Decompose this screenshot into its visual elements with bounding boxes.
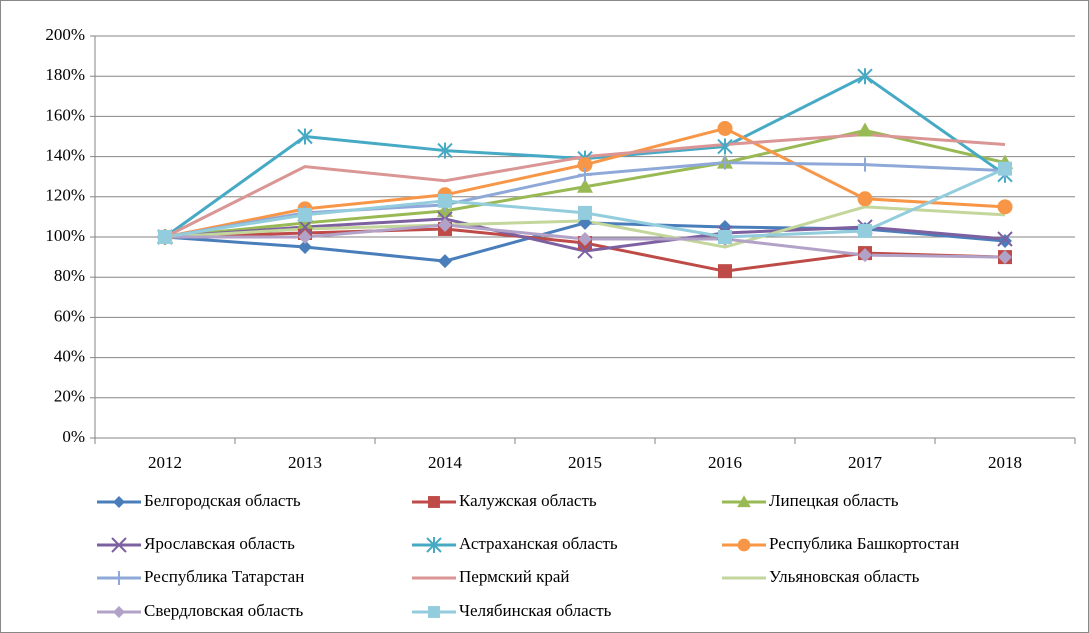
- marker: [718, 155, 732, 170]
- legend-label: Пермский край: [459, 567, 569, 586]
- marker: [438, 254, 452, 269]
- marker: [438, 193, 452, 208]
- marker: [428, 606, 440, 618]
- marker: [717, 120, 733, 136]
- y-tick-label: 40%: [54, 347, 85, 366]
- legend-label: Челябинская область: [459, 601, 612, 620]
- y-tick-label: 0%: [62, 427, 85, 446]
- x-tick-label: 2018: [988, 453, 1022, 472]
- marker: [997, 231, 1013, 247]
- marker: [578, 232, 592, 247]
- marker: [158, 230, 172, 244]
- y-tick-label: 160%: [45, 105, 85, 124]
- marker: [437, 142, 453, 159]
- marker: [998, 234, 1012, 249]
- marker: [426, 537, 442, 553]
- marker: [997, 199, 1013, 215]
- y-tick-label: 140%: [45, 146, 85, 165]
- legend-label: Свердловская область: [144, 601, 304, 620]
- x-tick-label: 2015: [568, 453, 602, 472]
- marker: [428, 496, 440, 508]
- marker: [718, 264, 732, 279]
- legend-label: Липецкая область: [769, 491, 899, 510]
- marker: [577, 178, 593, 193]
- marker: [297, 128, 313, 145]
- marker: [737, 495, 751, 508]
- marker: [858, 223, 872, 238]
- legend-label: Белгородская область: [144, 491, 301, 510]
- marker: [111, 537, 127, 553]
- y-tick-label: 200%: [45, 25, 85, 44]
- marker: [718, 230, 732, 244]
- marker: [578, 205, 592, 220]
- marker: [298, 207, 312, 222]
- marker: [857, 122, 873, 137]
- marker: [297, 214, 313, 229]
- marker: [113, 496, 125, 508]
- x-tick-label: 2013: [288, 453, 322, 472]
- marker: [298, 240, 312, 255]
- y-tick-label: 20%: [54, 387, 85, 406]
- marker: [998, 250, 1012, 265]
- y-tick-label: 60%: [54, 306, 85, 325]
- x-tick-label: 2017: [848, 453, 883, 472]
- legend-label: Калужская область: [459, 491, 597, 510]
- marker: [578, 167, 592, 182]
- legend-label: Ульяновская область: [769, 567, 920, 586]
- y-tick-label: 120%: [45, 186, 85, 205]
- marker: [858, 248, 872, 263]
- legend-label: Ярославская область: [144, 534, 295, 553]
- y-tick-label: 80%: [54, 266, 85, 285]
- marker: [298, 230, 312, 244]
- marker: [858, 157, 872, 172]
- x-tick-label: 2016: [708, 453, 742, 472]
- marker: [577, 157, 593, 173]
- legend-label: Республика Башкортостан: [769, 534, 959, 553]
- marker: [577, 243, 593, 259]
- marker: [998, 161, 1012, 176]
- marker: [717, 138, 733, 155]
- legend-label: Астраханская область: [459, 534, 618, 553]
- marker: [112, 571, 126, 585]
- marker: [737, 538, 751, 552]
- marker: [113, 606, 125, 618]
- y-tick-label: 100%: [45, 226, 85, 245]
- marker: [857, 191, 873, 207]
- y-tick-label: 180%: [45, 65, 85, 84]
- x-tick-label: 2014: [428, 453, 463, 472]
- legend-label: Республика Татарстан: [144, 567, 304, 586]
- marker: [857, 68, 873, 85]
- marker: [438, 217, 452, 232]
- x-tick-label: 2012: [148, 453, 182, 472]
- marker: [297, 219, 313, 235]
